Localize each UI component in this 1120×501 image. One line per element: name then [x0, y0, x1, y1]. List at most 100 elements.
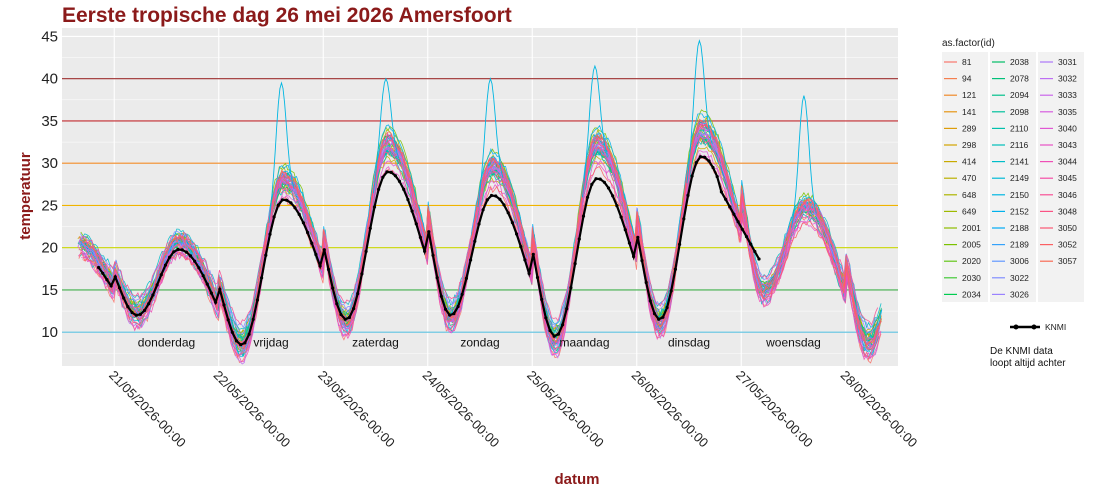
- legend-label: 2141: [1010, 157, 1029, 167]
- legend-label: 470: [962, 173, 976, 183]
- legend-label: 3043: [1058, 140, 1077, 150]
- day-labels: donderdag vrijdag zaterdag zondag maandag din…: [138, 336, 821, 350]
- knmi-point: [632, 254, 636, 259]
- legend-label: 2038: [1010, 57, 1029, 67]
- knmi-point: [105, 278, 109, 282]
- knmi-point: [163, 263, 168, 267]
- knmi-point: [188, 254, 193, 258]
- knmi-point: [406, 197, 410, 202]
- knmi-point: [205, 282, 209, 286]
- day-label: maandag: [559, 336, 609, 350]
- legend-column-bg: [1038, 52, 1084, 302]
- x-tick-label: 25/05/2026-00:00: [524, 368, 607, 451]
- legend-label: 3022: [1010, 273, 1029, 283]
- legend-label: 3035: [1058, 107, 1077, 117]
- knmi-point: [728, 205, 732, 209]
- knmi-point: [489, 193, 494, 198]
- x-tick-label: 21/05/2026-00:00: [106, 368, 189, 451]
- knmi-point: [130, 310, 134, 315]
- legend-knmi-marker: [1031, 324, 1037, 330]
- knmi-point: [506, 211, 510, 215]
- knmi-point: [724, 197, 728, 201]
- knmi-point: [644, 280, 648, 285]
- legend-knmi-marker: [1013, 324, 1019, 330]
- legend-label: 648: [962, 190, 976, 200]
- y-tick-label: 15: [41, 282, 58, 299]
- knmi-point: [573, 262, 577, 266]
- knmi-point: [569, 286, 573, 290]
- legend-label: 2152: [1010, 206, 1029, 216]
- y-tick-label: 20: [41, 240, 58, 257]
- knmi-point: [255, 298, 259, 302]
- knmi-point: [289, 201, 293, 205]
- knmi-point: [113, 275, 117, 279]
- y-tick-labels: 10 15 20 25 30 35 40 45: [41, 28, 58, 341]
- y-tick-label: 35: [41, 113, 58, 130]
- knmi-point: [594, 177, 598, 181]
- day-label: zaterdag: [352, 336, 399, 350]
- legend-label: 2189: [1010, 240, 1029, 250]
- knmi-point: [678, 242, 682, 246]
- knmi-point: [184, 250, 188, 254]
- knmi-point: [590, 182, 594, 186]
- day-label: dinsdag: [668, 336, 710, 350]
- knmi-point: [744, 235, 749, 239]
- legend-knmi: KNMI: [1010, 322, 1066, 332]
- knmi-point: [122, 296, 126, 300]
- knmi-point: [293, 206, 297, 210]
- knmi-point: [230, 330, 234, 334]
- knmi-point: [326, 267, 331, 271]
- knmi-point: [615, 204, 619, 208]
- knmi-point: [209, 291, 213, 295]
- x-tick-label: 24/05/2026-00:00: [420, 368, 503, 451]
- knmi-point: [247, 332, 251, 336]
- knmi-point: [669, 289, 673, 293]
- knmi-point: [193, 259, 197, 263]
- knmi-point: [740, 227, 744, 231]
- knmi-point: [456, 304, 460, 309]
- knmi-point: [381, 175, 385, 179]
- knmi-point: [159, 273, 163, 277]
- knmi-point: [414, 222, 418, 226]
- knmi-point: [168, 255, 172, 259]
- y-tick-label: 30: [41, 155, 58, 172]
- knmi-point: [736, 220, 740, 224]
- knmi-point: [577, 237, 581, 241]
- legend-column-bg: [942, 52, 988, 302]
- legend-label: 2020: [962, 256, 981, 266]
- knmi-note-line-1: De KNMI data: [990, 346, 1053, 357]
- legend-label: 2030: [962, 273, 981, 283]
- knmi-point: [306, 230, 310, 235]
- knmi-point: [682, 217, 686, 221]
- knmi-point: [393, 174, 397, 178]
- legend-label: 3040: [1058, 123, 1077, 133]
- legend-label: 3057: [1058, 256, 1077, 266]
- knmi-point: [698, 155, 703, 159]
- legend-label: 3052: [1058, 240, 1077, 250]
- knmi-point: [410, 209, 414, 213]
- knmi-point: [222, 303, 226, 307]
- knmi-point: [477, 222, 481, 226]
- knmi-point: [598, 177, 602, 181]
- legend-label: 3026: [1010, 289, 1029, 299]
- knmi-point: [272, 215, 276, 219]
- station-spike-line: [268, 39, 817, 228]
- knmi-point: [636, 235, 640, 239]
- knmi-point: [561, 323, 565, 327]
- knmi-point: [201, 274, 205, 278]
- day-label: donderdag: [138, 336, 195, 350]
- legend-label: 3031: [1058, 57, 1077, 67]
- knmi-point: [360, 272, 364, 276]
- legend-label: 3032: [1058, 74, 1077, 84]
- knmi-point: [473, 239, 477, 243]
- knmi-point: [352, 307, 356, 311]
- knmi-point: [452, 312, 456, 316]
- knmi-point: [218, 287, 222, 291]
- legend-knmi-label: KNMI: [1045, 322, 1066, 332]
- knmi-point: [339, 312, 343, 317]
- x-tick-label: 26/05/2026-00:00: [629, 368, 712, 451]
- knmi-point: [535, 275, 540, 280]
- knmi-point: [322, 248, 326, 252]
- knmi-point: [431, 253, 435, 257]
- knmi-point: [627, 241, 632, 245]
